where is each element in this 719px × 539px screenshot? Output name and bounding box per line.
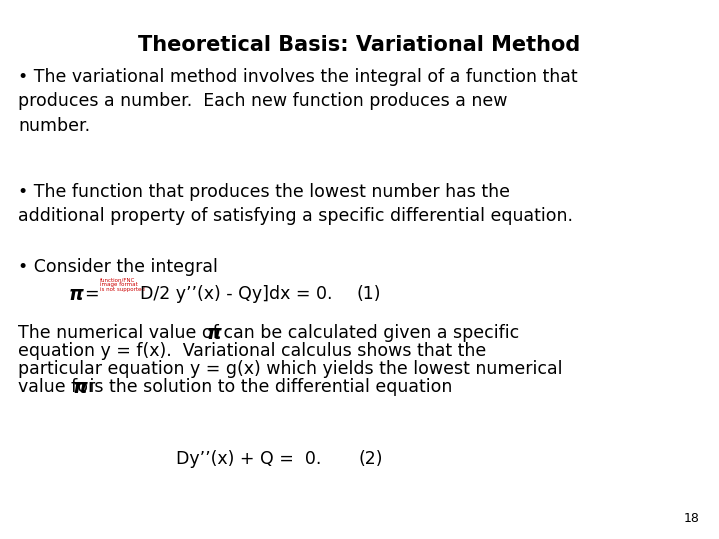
Text: Theoretical Basis: Variational Method: Theoretical Basis: Variational Method: [138, 35, 580, 55]
Text: (1): (1): [356, 285, 380, 303]
Text: particular equation y = g(x) which yields the lowest numerical: particular equation y = g(x) which yield…: [18, 360, 562, 378]
Text: equation y = f(x).  Variational calculus shows that the: equation y = f(x). Variational calculus …: [18, 342, 486, 360]
Text: is the solution to the differential equation: is the solution to the differential equa…: [84, 378, 452, 396]
Text: $\boldsymbol{\pi}$: $\boldsymbol{\pi}$: [72, 378, 88, 397]
Text: 18: 18: [684, 512, 700, 525]
Text: can be calculated given a specific: can be calculated given a specific: [218, 324, 519, 342]
Text: • The variational method involves the integral of a function that
produces a num: • The variational method involves the in…: [18, 68, 577, 135]
Text: value for: value for: [18, 378, 101, 396]
Text: The numerical value of: The numerical value of: [18, 324, 224, 342]
Text: • The function that produces the lowest number has the
additional property of sa: • The function that produces the lowest …: [18, 183, 573, 225]
Text: $\boldsymbol{\pi}$: $\boldsymbol{\pi}$: [68, 285, 85, 304]
Text: =: =: [84, 285, 99, 303]
Text: • Consider the integral: • Consider the integral: [18, 258, 218, 276]
Text: is not supported: is not supported: [100, 287, 145, 292]
Text: function/FNC: function/FNC: [100, 277, 135, 282]
Text: D/2 y’’(x) - Qy]dx = 0.: D/2 y’’(x) - Qy]dx = 0.: [140, 285, 332, 303]
Text: Dy’’(x) + Q =  0.: Dy’’(x) + Q = 0.: [176, 450, 321, 468]
Text: $\boldsymbol{\pi}$: $\boldsymbol{\pi}$: [206, 324, 223, 343]
Text: (2): (2): [358, 450, 383, 468]
Text: image format: image format: [100, 282, 138, 287]
